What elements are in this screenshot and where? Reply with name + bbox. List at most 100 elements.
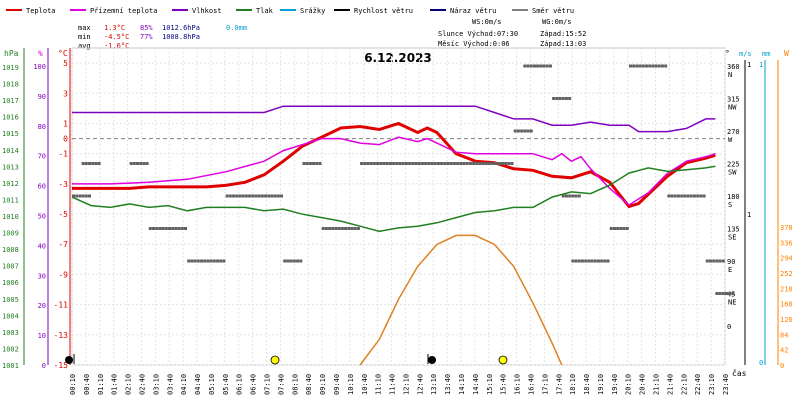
temp-tick-label: 5 bbox=[63, 59, 68, 68]
wind-dir-point bbox=[401, 162, 405, 165]
series-line-press bbox=[71, 165, 716, 233]
wind-dir-point bbox=[299, 259, 303, 263]
wind-dir-point bbox=[187, 259, 191, 263]
wind-dir-point bbox=[600, 259, 604, 263]
wind-dir-point bbox=[696, 194, 700, 198]
wind-dir-point bbox=[209, 259, 213, 263]
wind-dir-point bbox=[81, 162, 85, 165]
press-tick-label: 1007 bbox=[2, 263, 19, 271]
wind-dir-point bbox=[584, 259, 588, 263]
wind-dir-point bbox=[731, 292, 735, 295]
sunrise-marker bbox=[270, 355, 280, 365]
x-tick-label: 23:40 bbox=[722, 374, 730, 395]
wind-dir-point bbox=[273, 194, 277, 198]
wind-dir-point bbox=[356, 227, 360, 230]
dir-tick-label: 225 bbox=[727, 161, 740, 169]
press-tick-label: 1011 bbox=[2, 196, 19, 204]
stat-label: avg bbox=[78, 42, 91, 50]
wind-dir-point bbox=[132, 162, 136, 165]
wind-dir-point bbox=[718, 259, 722, 263]
x-tick-label: 16:40 bbox=[527, 374, 535, 395]
hum-tick-label: 40 bbox=[38, 242, 46, 250]
wind-dir-point bbox=[708, 259, 712, 263]
wind-dir-point bbox=[657, 64, 661, 68]
wind-dir-point bbox=[718, 292, 722, 295]
wind-dir-point bbox=[219, 259, 223, 263]
wind-dir-point bbox=[462, 162, 466, 165]
wind-dir-point bbox=[446, 162, 450, 165]
press-tick-label: 1006 bbox=[2, 279, 19, 287]
wind-dir-point bbox=[216, 259, 220, 263]
x-tick-label: 04:40 bbox=[194, 374, 202, 395]
wind-dir-point bbox=[193, 259, 197, 263]
wind-dir-point bbox=[97, 162, 101, 165]
wind-dir-point bbox=[625, 227, 629, 230]
x-tick-label: 16:10 bbox=[514, 374, 522, 395]
wind-dir-point bbox=[564, 97, 568, 100]
wind-dir-point bbox=[571, 259, 575, 263]
wind-dir-point bbox=[712, 259, 716, 263]
wind-dir-point bbox=[88, 162, 92, 165]
wind-dir-point bbox=[715, 259, 719, 263]
wind-dir-point bbox=[587, 259, 591, 263]
press-tick-label: 1017 bbox=[2, 97, 19, 105]
wind-dir-point bbox=[593, 259, 597, 263]
ms-mid-label: 1 bbox=[747, 211, 751, 219]
wind-dir-point bbox=[651, 64, 655, 68]
wind-dir-point bbox=[184, 227, 188, 230]
wind-dir-point bbox=[702, 194, 706, 198]
press-tick-label: 1001 bbox=[2, 362, 19, 370]
chart-title: 6.12.2023 bbox=[364, 51, 432, 65]
sun-tick-label: 84 bbox=[780, 331, 788, 339]
wind-dir-point bbox=[88, 194, 91, 198]
wind-dir-point bbox=[177, 227, 181, 230]
wind-dir-point bbox=[404, 162, 408, 165]
x-tick-label: 11:10 bbox=[375, 374, 383, 395]
temp-tick-label: -11 bbox=[54, 301, 69, 310]
x-tick-label: 17:40 bbox=[555, 374, 563, 395]
x-tick-label: 01:40 bbox=[111, 374, 119, 395]
wind-dir-point bbox=[577, 194, 581, 198]
mm-top-label: 1 bbox=[759, 61, 763, 69]
wind-dir-point bbox=[683, 194, 687, 198]
x-tick-label: 22:40 bbox=[694, 374, 702, 395]
x-tick-label: 15:10 bbox=[486, 374, 494, 395]
wind-dir-point bbox=[280, 194, 284, 198]
wind-dir-point bbox=[315, 162, 319, 165]
wind-dir-point bbox=[379, 162, 383, 165]
wind-dir-point bbox=[728, 292, 732, 295]
wind-dir-point bbox=[78, 194, 82, 198]
press-tick-label: 1016 bbox=[2, 114, 19, 122]
wind-dir-point bbox=[481, 162, 485, 165]
temp-tick-label: -7 bbox=[58, 240, 68, 249]
x-tick-label: 21:10 bbox=[653, 374, 661, 395]
wind-dir-point bbox=[699, 194, 703, 198]
wind-dir-point bbox=[302, 162, 306, 165]
temp-unit: °C bbox=[58, 49, 68, 58]
wind-dir-point bbox=[142, 162, 146, 165]
wind-dir-point bbox=[94, 162, 98, 165]
wind-dir-point bbox=[443, 162, 447, 165]
mm-unit: mm bbox=[762, 50, 770, 58]
press-tick-label: 1005 bbox=[2, 296, 19, 304]
x-tick-label: 18:40 bbox=[583, 374, 591, 395]
wind-dir-point bbox=[488, 162, 492, 165]
wind-dir-point bbox=[148, 227, 152, 230]
wind-dir-point bbox=[523, 129, 527, 133]
wind-dir-point bbox=[692, 194, 696, 198]
wind-dir-point bbox=[200, 259, 204, 263]
stat-press: 1012.6hPa bbox=[162, 24, 200, 32]
wind-dir-point bbox=[75, 194, 79, 198]
wind-dir-point bbox=[289, 259, 293, 263]
wind-dir-point bbox=[606, 259, 610, 263]
wind-dir-point bbox=[331, 227, 335, 230]
wind-dir-point bbox=[686, 194, 690, 198]
wind-dir-point bbox=[558, 97, 562, 100]
wind-dir-point bbox=[344, 227, 348, 230]
x-tick-label: 03:40 bbox=[166, 374, 174, 395]
wind-dir-point bbox=[264, 194, 268, 198]
x-tick-label: 03:10 bbox=[152, 374, 160, 395]
x-tick-label: 06:10 bbox=[236, 374, 244, 395]
hum-unit: % bbox=[38, 49, 43, 58]
